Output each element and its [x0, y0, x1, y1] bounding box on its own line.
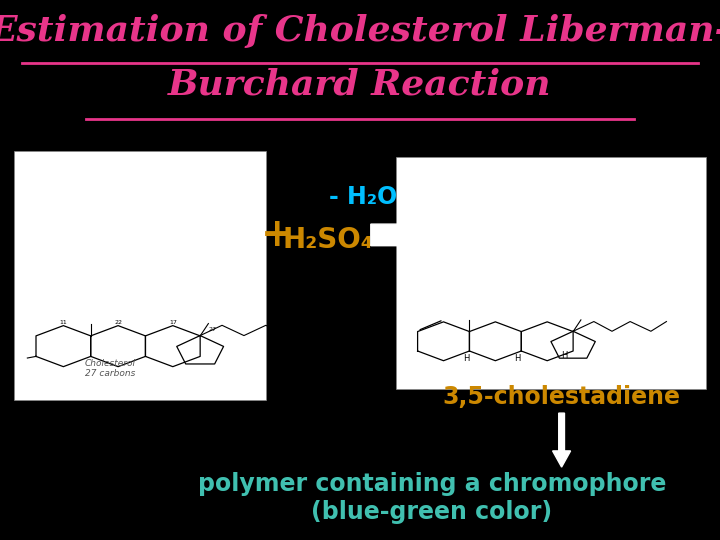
Text: 17: 17 [169, 320, 176, 325]
Text: H₂SO₄: H₂SO₄ [282, 226, 373, 254]
Text: Burchard Reaction: Burchard Reaction [168, 68, 552, 102]
FancyBboxPatch shape [14, 151, 266, 400]
FancyArrow shape [371, 220, 428, 249]
Text: 22: 22 [114, 320, 122, 325]
Text: 11: 11 [60, 320, 67, 325]
Text: polymer containing a chromophore
(blue-green color): polymer containing a chromophore (blue-g… [198, 472, 666, 524]
Text: Cholesterol
27 carbons: Cholesterol 27 carbons [85, 359, 135, 378]
Text: Estimation of Cholesterol Liberman-: Estimation of Cholesterol Liberman- [0, 14, 720, 48]
Text: +: + [261, 216, 294, 254]
Text: HO: HO [0, 355, 11, 363]
FancyArrow shape [553, 413, 571, 467]
FancyBboxPatch shape [396, 157, 706, 389]
Text: H: H [515, 354, 521, 363]
Text: 3,5-cholestadiene: 3,5-cholestadiene [443, 385, 680, 409]
Text: 27: 27 [209, 327, 217, 332]
Text: H: H [562, 351, 567, 360]
Text: H: H [463, 354, 469, 363]
Text: - H₂O: - H₂O [330, 185, 397, 209]
